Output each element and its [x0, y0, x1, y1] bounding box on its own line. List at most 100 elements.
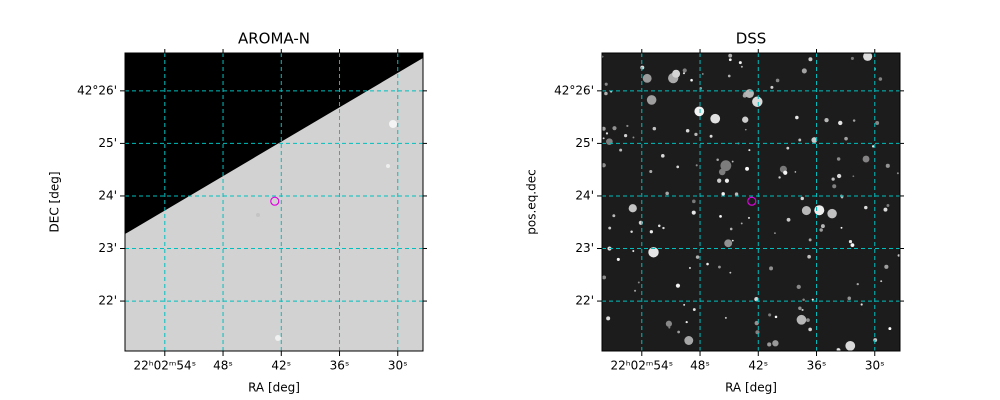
- star: [800, 196, 804, 201]
- star: [871, 145, 875, 148]
- star: [665, 320, 672, 327]
- star: [738, 61, 742, 65]
- star: [685, 128, 690, 133]
- star: [840, 196, 844, 199]
- star: [717, 178, 722, 183]
- x-axis-label: RA [deg]: [725, 381, 777, 395]
- star: [819, 228, 823, 232]
- star: [850, 56, 854, 60]
- star: [744, 128, 747, 131]
- star: [862, 155, 870, 163]
- star: [632, 250, 635, 253]
- star: [612, 214, 616, 218]
- star: [694, 106, 705, 117]
- star: [672, 69, 681, 78]
- star: [801, 68, 807, 74]
- star: [801, 206, 811, 216]
- star: [640, 65, 645, 70]
- star: [692, 199, 696, 204]
- star: [880, 280, 883, 283]
- y-axis-label: pos.eq.dec: [525, 169, 539, 234]
- star: [796, 284, 801, 290]
- star: [852, 175, 855, 178]
- y-tick-label: 42°26': [554, 83, 594, 97]
- star: [652, 126, 657, 131]
- x-tick-label: 30ˢ: [388, 359, 408, 373]
- y-axis-label: DEC [deg]: [48, 172, 62, 233]
- star: [806, 318, 810, 322]
- star: [682, 72, 685, 75]
- star: [720, 160, 732, 172]
- star: [811, 137, 818, 143]
- star: [844, 136, 848, 141]
- star: [808, 57, 813, 62]
- star: [831, 177, 835, 181]
- x-tick-label: 42ˢ: [748, 359, 768, 373]
- star: [808, 327, 812, 332]
- star: [695, 255, 700, 259]
- star: [836, 157, 841, 161]
- star: [740, 222, 743, 225]
- star: [719, 215, 722, 218]
- image-dss: [602, 53, 900, 351]
- star: [626, 124, 629, 128]
- star: [807, 254, 811, 259]
- star: [796, 314, 807, 325]
- star: [769, 266, 774, 271]
- star: [685, 320, 688, 324]
- star: [606, 138, 613, 145]
- star: [886, 204, 890, 207]
- star: [632, 136, 635, 139]
- star: [694, 132, 698, 136]
- star: [729, 271, 732, 274]
- star: [783, 170, 788, 175]
- star: [814, 205, 825, 216]
- star: [772, 340, 779, 347]
- star: [754, 297, 759, 302]
- star: [808, 238, 812, 242]
- star: [602, 275, 607, 280]
- star: [256, 213, 260, 217]
- star: [706, 262, 709, 266]
- star: [604, 91, 608, 96]
- chart-title: AROMA-N: [238, 30, 310, 48]
- marker: [270, 196, 280, 206]
- star: [836, 173, 842, 179]
- star: [649, 169, 653, 174]
- star: [755, 330, 760, 335]
- star: [606, 316, 611, 321]
- star: [662, 226, 665, 230]
- star: [661, 154, 665, 158]
- star: [665, 191, 669, 196]
- star: [646, 95, 657, 105]
- star: [847, 296, 852, 301]
- star: [724, 178, 730, 183]
- star: [852, 119, 856, 122]
- star: [770, 85, 774, 89]
- star: [602, 137, 605, 140]
- star: [850, 243, 855, 248]
- star: [795, 115, 799, 120]
- star: [824, 117, 829, 123]
- y-tick-label: 24': [575, 188, 594, 202]
- star: [878, 77, 883, 81]
- marker: [747, 196, 757, 206]
- star: [695, 164, 698, 167]
- star: [836, 348, 841, 351]
- star: [275, 335, 281, 341]
- x-tick-label: 36ˢ: [330, 359, 350, 373]
- y-tick-label: 25': [575, 136, 594, 150]
- star: [716, 158, 719, 161]
- star: [774, 232, 776, 234]
- star: [786, 217, 791, 222]
- star: [827, 208, 837, 219]
- star: [794, 171, 797, 173]
- star: [682, 68, 687, 73]
- plot-frame: [124, 52, 424, 352]
- plot-frame: [601, 52, 901, 352]
- star: [745, 166, 750, 171]
- star: [649, 230, 653, 234]
- star: [811, 298, 814, 301]
- x-tick-label: 22ʰ02ᵐ54ˢ: [610, 359, 673, 373]
